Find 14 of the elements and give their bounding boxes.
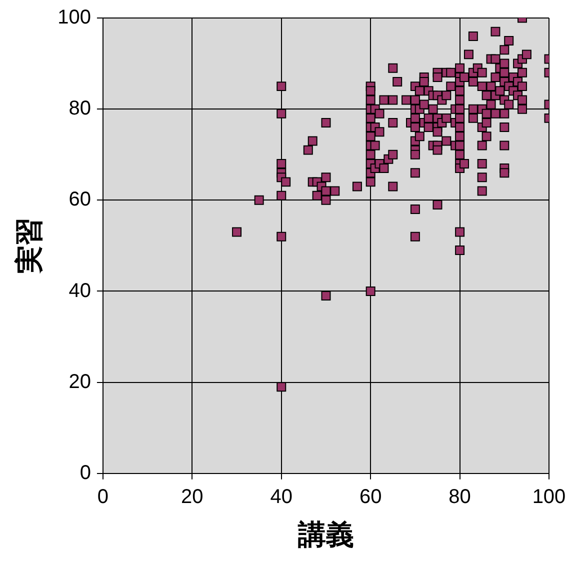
y-tick-label: 40 [68, 280, 91, 302]
y-tick-label: 80 [68, 98, 91, 120]
y-tick-label: 60 [68, 188, 91, 211]
x-tick-label: 100 [532, 486, 566, 508]
x-tick-label: 80 [448, 486, 471, 508]
x-tick-label: 20 [181, 486, 204, 508]
y-tick-label: 0 [80, 462, 91, 484]
x-tick-label: 60 [359, 486, 382, 508]
y-tick-label: 20 [68, 370, 91, 393]
y-axis-title: 実習 [14, 218, 45, 275]
y-tick-label: 100 [58, 6, 91, 29]
x-tick-label: 40 [270, 486, 293, 508]
x-axis-title: 講義 [296, 518, 354, 550]
x-tick-label: 0 [97, 486, 109, 508]
